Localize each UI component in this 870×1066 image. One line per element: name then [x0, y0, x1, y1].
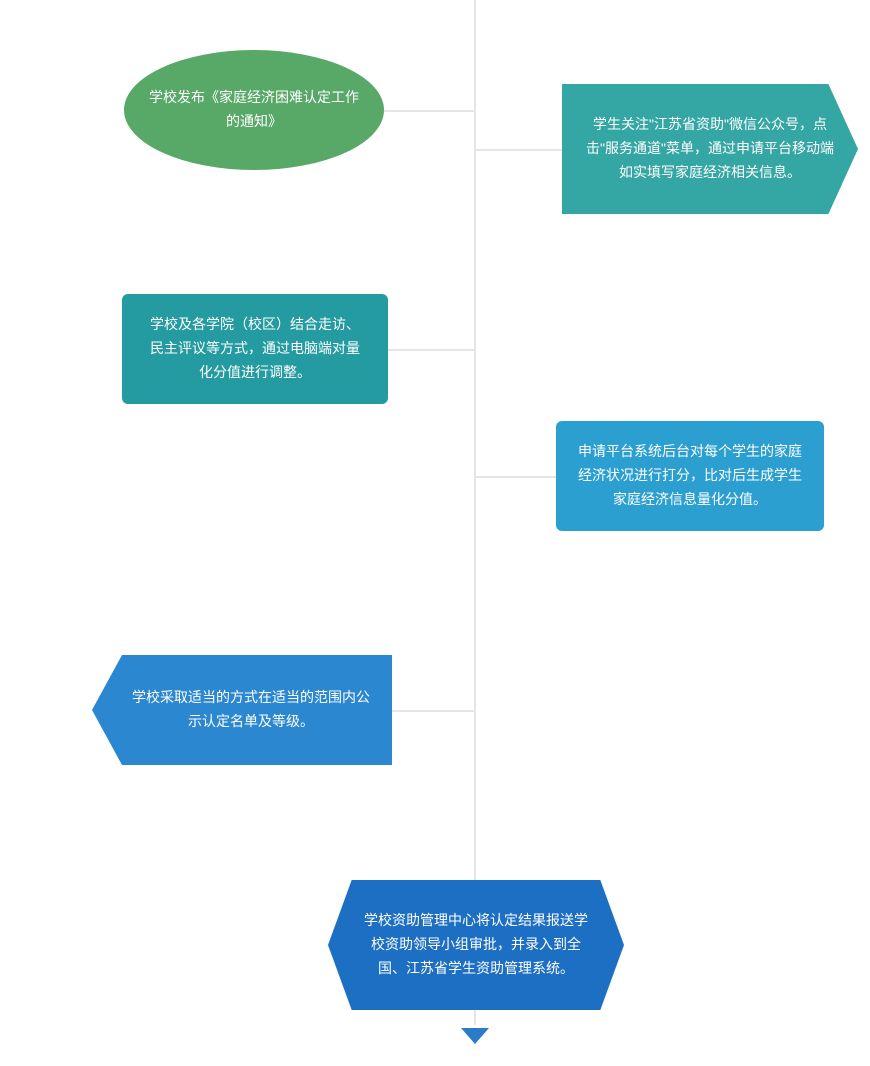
connector-n2: [476, 149, 562, 151]
node-student-wechat: 学生关注"江苏省资助"微信公众号，点击"服务通道"菜单，通过申请平台移动端如实填…: [562, 84, 858, 214]
timeline-axis: [474, 0, 476, 1025]
node-publish-notice: 学校发布《家庭经济困难认定工作的通知》: [124, 50, 384, 170]
node-school-adjust: 学校及各学院（校区）结合走访、民主评议等方式，通过电脑端对量化分值进行调整。: [122, 294, 388, 404]
node-platform-score: 申请平台系统后台对每个学生的家庭经济状况进行打分，比对后生成学生家庭经济信息量化…: [556, 421, 824, 531]
connector-n1: [384, 110, 474, 112]
node-text: 申请平台系统后台对每个学生的家庭经济状况进行打分，比对后生成学生家庭经济信息量化…: [578, 440, 802, 511]
node-text: 学校及各学院（校区）结合走访、民主评议等方式，通过电脑端对量化分值进行调整。: [144, 313, 366, 384]
node-text: 学校资助管理中心将认定结果报送学校资助领导小组审批，并录入到全国、江苏省学生资助…: [362, 909, 590, 980]
timeline-arrow-icon: [461, 1028, 489, 1044]
node-text: 学校采取适当的方式在适当的范围内公示认定名单及等级。: [132, 686, 370, 734]
node-text: 学生关注"江苏省资助"微信公众号，点击"服务通道"菜单，通过申请平台移动端如实填…: [584, 113, 836, 184]
node-final-approval: 学校资助管理中心将认定结果报送学校资助领导小组审批，并录入到全国、江苏省学生资助…: [328, 880, 624, 1010]
node-text: 学校发布《家庭经济困难认定工作的通知》: [146, 86, 362, 134]
connector-n5: [392, 710, 474, 712]
connector-n4: [476, 476, 556, 478]
node-public-announce: 学校采取适当的方式在适当的范围内公示认定名单及等级。: [92, 655, 392, 765]
connector-n3: [388, 349, 474, 351]
